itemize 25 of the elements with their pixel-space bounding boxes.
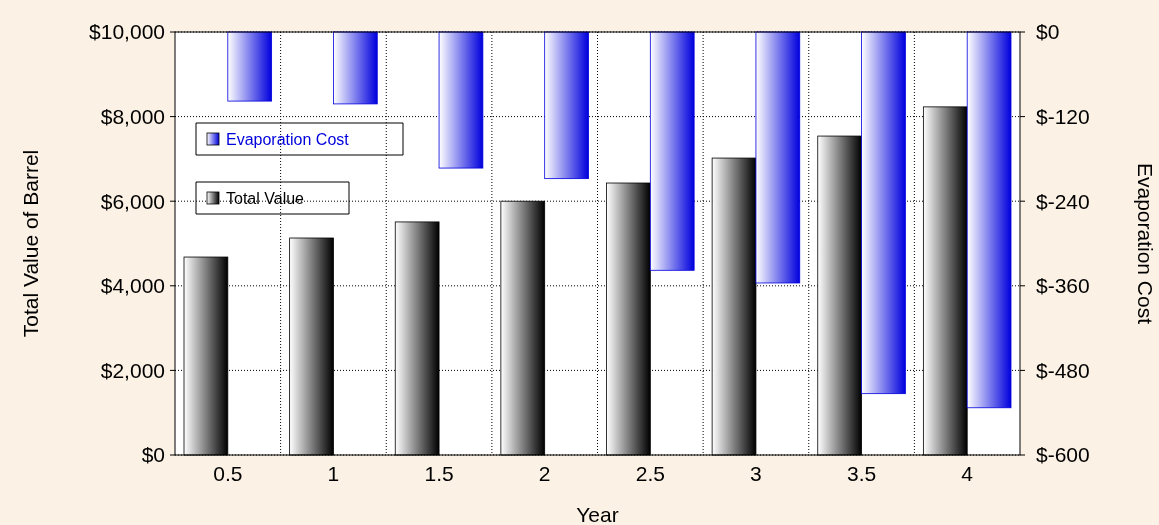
y2-tick-label: $-120 (1036, 104, 1090, 128)
x-tick-label: 2.5 (635, 462, 665, 485)
y2-tick-label: $-480 (1036, 358, 1090, 382)
y2-tick-label: $0 (1036, 20, 1060, 44)
y-tick-label: $10,000 (89, 20, 165, 44)
y2-tick-label: $-600 (1036, 443, 1090, 467)
x-axis-title: Year (576, 503, 619, 525)
legend-label: Total Value (226, 189, 305, 207)
x-tick-label: 1 (327, 462, 340, 485)
y-tick-label: $0 (141, 443, 165, 467)
x-tick-label: 4 (961, 462, 974, 485)
y-tick-label: $8,000 (100, 104, 165, 128)
x-tick-label: 2 (538, 462, 551, 485)
y-tick-label: $2,000 (100, 358, 165, 382)
y-tick-label: $6,000 (100, 189, 165, 213)
y-tick-label: $4,000 (100, 274, 165, 298)
y2-tick-label: $-360 (1036, 274, 1090, 298)
y2-axis-title: Evaporation Cost (1134, 162, 1157, 325)
x-tick-label: 3.5 (846, 462, 877, 485)
x-tick-label: 1.5 (424, 462, 454, 485)
legend-label: Evaporation Cost (226, 130, 350, 148)
y2-tick-label: $-240 (1036, 189, 1090, 213)
x-tick-label: 3 (750, 462, 762, 485)
x-tick-label: 0.5 (213, 462, 243, 485)
y-axis-title: Total Value of Barrel (19, 149, 42, 338)
